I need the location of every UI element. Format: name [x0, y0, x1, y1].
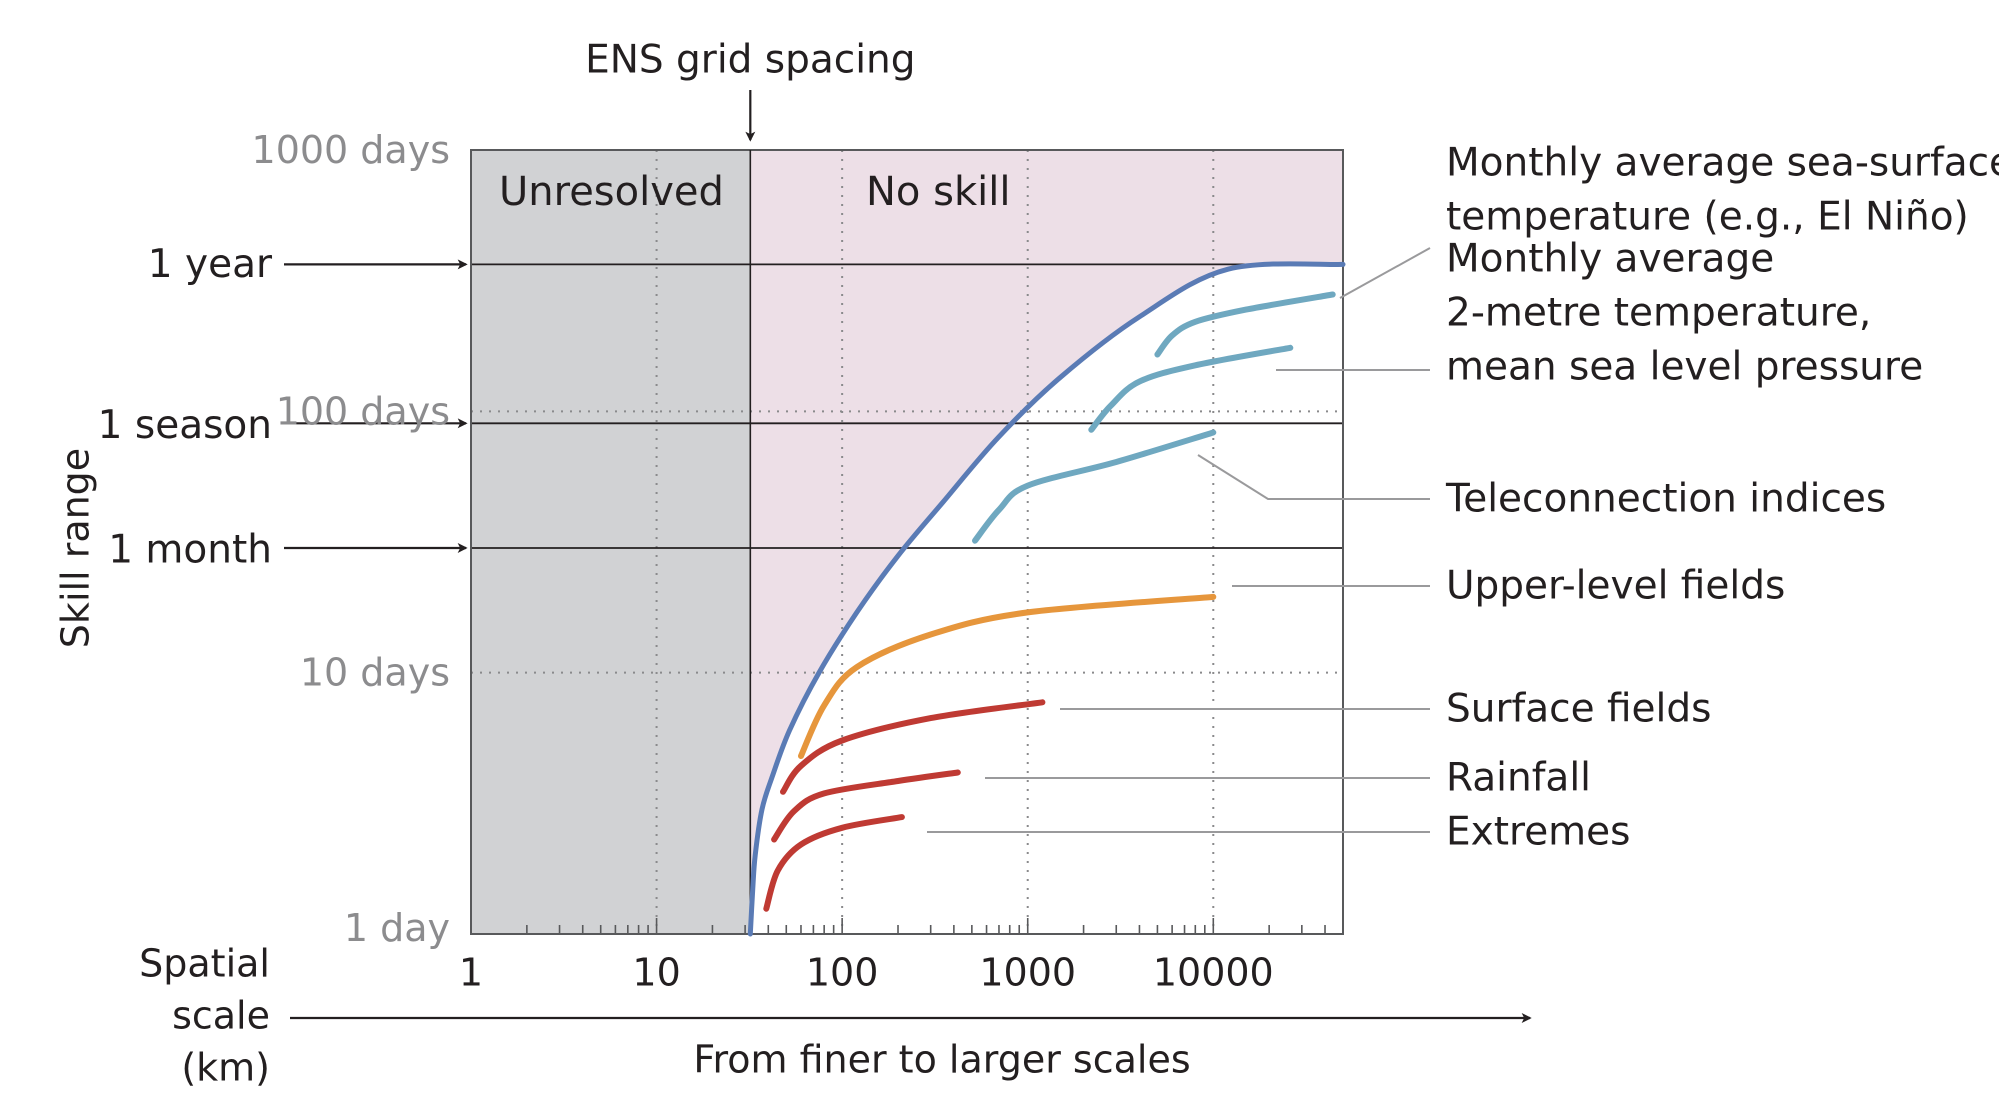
unresolved-region [471, 150, 751, 934]
leader-line-sst [1339, 247, 1431, 299]
x-axis-label: Spatial scale (km) [139, 942, 270, 1090]
x-tick-label: 10 [632, 951, 680, 995]
x-axis-sublabel: From finer to larger scales [693, 1038, 1190, 1082]
ens-grid-spacing-label: ENS grid spacing [585, 38, 915, 83]
series-line-rainfall [771, 769, 961, 843]
series-line-t2m [1088, 344, 1294, 433]
series-line-skill_limit [747, 261, 1346, 937]
series-line-sst [1154, 291, 1336, 358]
reference-label: 1 season [98, 403, 272, 448]
x-axis-label-line: scale [172, 994, 270, 1038]
x-tick-label: 100 [806, 951, 879, 995]
reference-label: 1 month [108, 527, 272, 572]
series-label-surface: Surface fields [1446, 687, 1711, 732]
leader-lines [927, 247, 1431, 833]
y-tick-label: 10 days [300, 651, 450, 695]
series-label-extremes: Extremes [1446, 810, 1631, 855]
x-axis-label-line: Spatial [139, 942, 270, 986]
series-line-upper_level [798, 593, 1217, 759]
unresolved-label: Unresolved [499, 169, 724, 215]
y-axis-label: Skill range [54, 448, 98, 648]
y-tick-label: 1000 days [252, 128, 450, 172]
series-labels: Monthly average sea-surface temperature (… [1445, 141, 1999, 855]
x-tick-label: 10000 [1153, 951, 1274, 995]
series-line-teleconnection [972, 429, 1217, 544]
series-label-upper_level: Upper-level fields [1446, 564, 1785, 609]
y-tick-labels: 1 day 10 days 100 days 1000 days [252, 128, 450, 950]
leader-line-teleconnection [1197, 454, 1430, 500]
series-line-extremes [763, 814, 905, 912]
x-tick-label: 1000 [979, 951, 1076, 995]
series [747, 261, 1346, 937]
y-tick-label: 100 days [276, 389, 450, 433]
series-label-t2m: 2-metre temperature, [1446, 291, 1871, 336]
series-line-surface [780, 699, 1046, 795]
series-label-t2m: mean sea level pressure [1446, 345, 1923, 390]
x-tick-labels: 1 10 100 1000 10000 [459, 951, 1274, 995]
series-label-sst: temperature (e.g., El Niño) [1446, 195, 1969, 240]
series-label-t2m: Monthly average [1446, 237, 1774, 282]
plot-frame [470, 149, 1344, 935]
series-label-teleconnection: Teleconnection indices [1445, 477, 1886, 522]
grid [471, 150, 1343, 934]
reference-label: 1 year [148, 242, 273, 287]
series-label-sst: Monthly average sea-surface [1446, 141, 1999, 186]
no-skill-label: No skill [866, 169, 1010, 215]
y-tick-label: 1 day [344, 906, 450, 950]
x-axis-label-line: (km) [181, 1046, 270, 1090]
x-tick-label: 1 [459, 951, 483, 995]
series-label-rainfall: Rainfall [1446, 756, 1591, 801]
skill-area [750, 263, 1343, 934]
